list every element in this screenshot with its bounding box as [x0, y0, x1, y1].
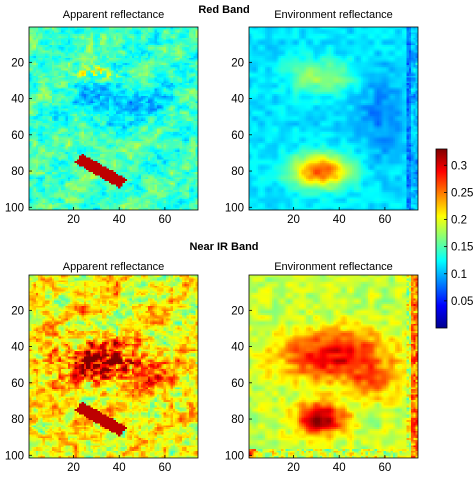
x-tick-label: 20	[287, 462, 300, 474]
y-tick-label: 20	[11, 57, 24, 69]
y-tick-label: 40	[11, 94, 24, 106]
y-tick-label: 40	[231, 342, 244, 354]
x-tick-label: 40	[333, 462, 346, 474]
colorbar-tick-label: 0.15	[451, 242, 473, 254]
colorbar-tick-label: 0.3	[451, 160, 467, 172]
panel-red-apparent: Apparent reflectance 20 40 60 20 40 60 80 100	[5, 9, 199, 226]
panel-title-red-environment: Environment reflectance	[274, 9, 393, 21]
colorbar-tick-label: 0.05	[451, 296, 473, 308]
y-tick-label: 20	[11, 305, 24, 317]
x-tick-label: 20	[287, 214, 300, 226]
y-tick-label: 60	[11, 130, 24, 142]
panel-title-nir-environment: Environment reflectance	[274, 261, 393, 273]
x-tick-label: 60	[378, 214, 391, 226]
colorbar-tick-label: 0.1	[451, 269, 467, 281]
y-tick-label: 100	[5, 450, 24, 462]
y-tick-label: 60	[11, 378, 24, 390]
y-tick-label: 60	[231, 378, 244, 390]
panel-nir-apparent: Apparent reflectance 20 40 60 20 40 60 80 100	[5, 261, 199, 474]
heatmap-red-environment	[249, 27, 418, 210]
panel-red-environment: Environment reflectance 20 40 60 20 40 60 80 100	[225, 9, 419, 226]
colorbar-tick-label: 0.25	[451, 187, 473, 199]
y-tick-label: 40	[231, 94, 244, 106]
x-tick-label: 60	[158, 462, 171, 474]
y-tick-label: 80	[231, 414, 244, 426]
y-tick-label: 100	[5, 202, 24, 214]
band-title-nir: Near IR Band	[189, 241, 258, 253]
y-tick-label: 80	[231, 166, 244, 178]
x-tick-label: 40	[333, 214, 346, 226]
y-tick-label: 100	[225, 202, 244, 214]
heatmap-red-apparent	[29, 27, 198, 210]
x-tick-label: 20	[67, 214, 80, 226]
heatmap-nir-environment	[249, 275, 418, 458]
y-tick-label: 40	[11, 342, 24, 354]
heatmap-nir-apparent	[29, 275, 198, 458]
panel-title-nir-apparent: Apparent reflectance	[63, 261, 165, 273]
x-tick-label: 60	[158, 214, 171, 226]
panel-title-red-apparent: Apparent reflectance	[63, 9, 165, 21]
axes-frame	[28, 26, 199, 211]
y-tick-label: 100	[225, 450, 244, 462]
y-tick-label: 20	[231, 57, 244, 69]
y-tick-label: 80	[11, 414, 24, 426]
y-tick-label: 20	[231, 305, 244, 317]
colorbar-gradient	[435, 148, 448, 329]
colorbar-tick-label: 0.2	[451, 215, 467, 227]
axes-frame	[248, 26, 419, 211]
y-tick-label: 60	[231, 130, 244, 142]
x-tick-label: 40	[113, 462, 126, 474]
axes-frame	[28, 274, 199, 459]
band-title-red: Red Band	[198, 4, 249, 16]
y-tick-label: 80	[11, 166, 24, 178]
x-tick-label: 20	[67, 462, 80, 474]
axes-frame	[248, 274, 419, 459]
x-tick-label: 40	[113, 214, 126, 226]
x-tick-label: 60	[378, 462, 391, 474]
panel-nir-environment: Environment reflectance 20 40 60 20 40 60 80 100	[225, 261, 419, 474]
colorbar: 0.05 0.1 0.15 0.2 0.25 0.3	[435, 148, 473, 329]
